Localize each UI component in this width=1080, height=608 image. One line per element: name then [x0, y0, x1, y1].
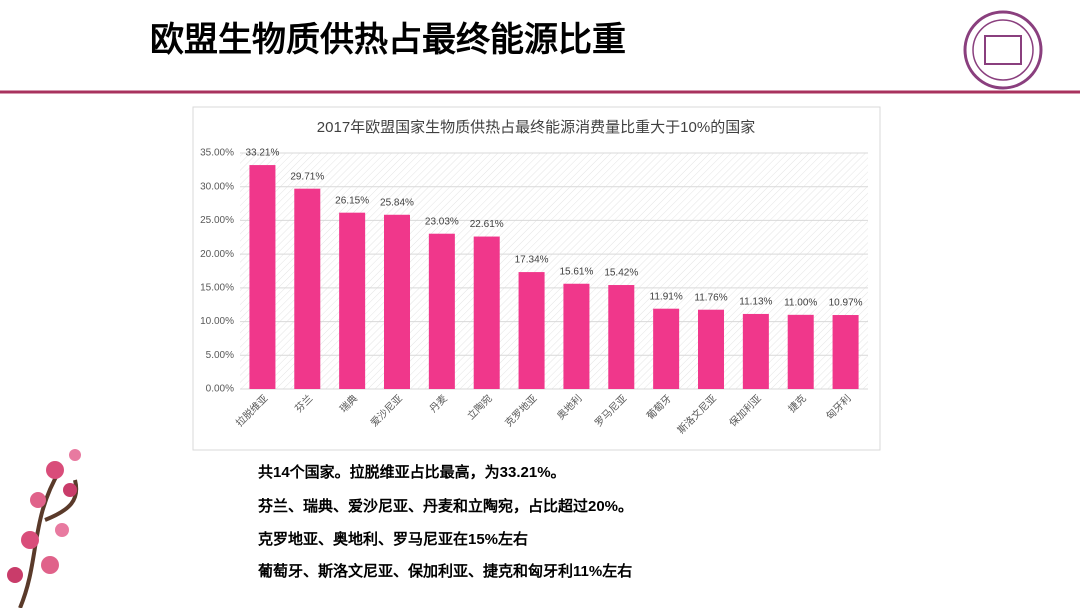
note: 葡萄牙、斯洛文尼亚、保加利亚、捷克和匈牙利11%左右	[257, 562, 632, 580]
bar	[428, 233, 455, 389]
data-label: 15.42%	[604, 268, 638, 279]
logo	[963, 10, 1043, 90]
data-label: 11.13%	[739, 297, 772, 308]
data-label: 10.97%	[829, 298, 863, 309]
note: 芬兰、瑞典、爱沙尼亚、丹麦和立陶宛，占比超过20%。	[258, 497, 633, 515]
slide-title: 欧盟生物质供热占最终能源比重	[150, 21, 626, 59]
note: 共14个国家。拉脱维亚占比最高，为33.21%。	[258, 463, 566, 481]
bar	[787, 314, 814, 389]
bar	[563, 283, 590, 389]
y-tick-label: 0.00%	[206, 384, 234, 395]
y-tick-label: 10.00%	[200, 316, 234, 327]
bar	[473, 236, 500, 389]
bar	[383, 214, 411, 389]
data-label: 26.15%	[335, 195, 369, 206]
y-tick-label: 25.00%	[200, 215, 234, 226]
bar	[653, 308, 680, 389]
bar	[742, 313, 769, 389]
y-tick-label: 20.00%	[200, 249, 234, 260]
bar	[608, 285, 635, 389]
bar	[249, 165, 276, 389]
plot-area	[240, 153, 868, 389]
data-label: 23.03%	[425, 216, 459, 227]
bar	[339, 212, 366, 389]
data-label: 25.84%	[380, 197, 414, 208]
y-tick-label: 15.00%	[200, 282, 234, 293]
data-label: 22.61%	[470, 219, 504, 230]
data-label: 15.61%	[559, 266, 593, 277]
bar	[697, 309, 725, 389]
y-tick-label: 30.00%	[200, 181, 234, 192]
data-label: 29.71%	[290, 171, 324, 182]
data-label: 11.00%	[784, 297, 817, 308]
y-tick-label: 5.00%	[206, 350, 234, 361]
bar	[294, 188, 321, 389]
chart-title: 2017年欧盟国家生物质供热占最终能源消费量比重大于10%的国家	[317, 119, 755, 136]
bar	[832, 315, 859, 389]
data-label: 33.21%	[245, 148, 279, 159]
flower-decoration	[7, 449, 81, 608]
y-tick-label: 35.00%	[200, 148, 234, 159]
data-label: 11.76%	[694, 292, 727, 303]
data-label: 11.91%	[650, 291, 683, 302]
data-label: 17.34%	[515, 255, 549, 266]
bar	[518, 272, 545, 389]
note: 克罗地亚、奥地利、罗马尼亚在15%左右	[258, 530, 528, 548]
